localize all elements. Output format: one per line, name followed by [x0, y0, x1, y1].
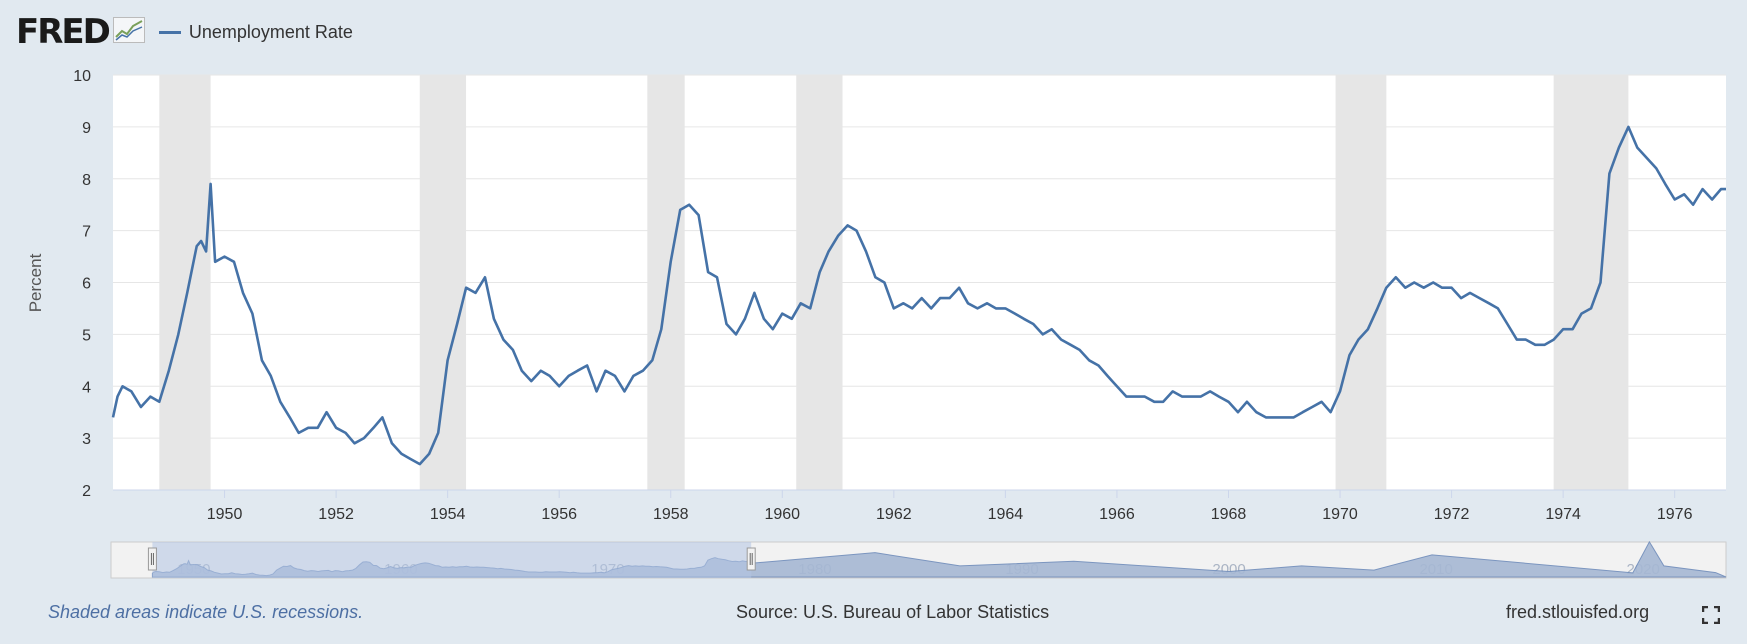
- legend-label: Unemployment Rate: [188, 21, 353, 42]
- navigator-handle-body: [746, 547, 756, 571]
- y-axis-ticks: 2 3 4 5 6 7 8 9 10: [73, 68, 91, 500]
- fred-logo[interactable]: FRED: [16, 12, 111, 52]
- y-tick-label: 9: [82, 120, 91, 137]
- series-line-unemployment-rate[interactable]: [111, 125, 1726, 466]
- x-tick-label: 1954: [430, 506, 466, 523]
- y-tick-label: 5: [82, 327, 91, 344]
- x-tick-label: 1966: [1099, 506, 1135, 523]
- x-tick-label: 1976: [1657, 506, 1693, 523]
- y-tick-label: 7: [82, 224, 91, 241]
- legend[interactable]: Unemployment Rate: [158, 21, 353, 43]
- y-tick-label: 10: [73, 68, 91, 85]
- recession-note: Shaded areas indicate U.S. recessions.: [48, 602, 364, 622]
- legend-swatch: [158, 30, 181, 34]
- source-label: Source: U.S. Bureau of Labor Statistics: [736, 602, 1050, 622]
- x-tick-label: 1970: [1322, 506, 1358, 523]
- x-axis-ticks: 1950 1952 1954 1956 1958 1960 1962 1964 1966 1968…: [207, 490, 1693, 523]
- x-tick-label: 1968: [1211, 506, 1247, 523]
- y-tick-label: 8: [82, 172, 91, 189]
- navigator-handle[interactable]: [746, 547, 756, 571]
- gridlines: [113, 74, 1726, 491]
- navigator[interactable]: 19501960197019801990200020102020: [110, 540, 1727, 579]
- x-tick-label: 1974: [1545, 506, 1581, 523]
- rising-chart-icon: [112, 16, 145, 48]
- navigator-selection: [152, 542, 752, 578]
- x-tick-label: 1950: [207, 506, 243, 523]
- x-tick-label: 1956: [541, 506, 577, 523]
- y-tick-label: 4: [82, 379, 91, 396]
- site-link[interactable]: fred.stlouisfed.org: [1506, 602, 1650, 622]
- x-tick-label: 1960: [764, 506, 800, 523]
- x-tick-label: 1962: [876, 506, 912, 523]
- chart-header: FRED Unemployment Rate: [16, 14, 353, 50]
- navigator-handle[interactable]: [147, 547, 157, 571]
- y-tick-label: 3: [82, 431, 91, 448]
- x-tick-label: 1952: [318, 506, 354, 523]
- y-axis-label: Percent: [26, 253, 45, 312]
- x-tick-label: 1964: [988, 506, 1024, 523]
- x-tick-label: 1972: [1434, 506, 1470, 523]
- fullscreen-icon[interactable]: [1701, 605, 1721, 625]
- y-tick-label: 6: [82, 276, 91, 293]
- x-tick-label: 1958: [653, 506, 689, 523]
- y-tick-label: 2: [82, 483, 91, 500]
- navigator-handle-body: [147, 547, 157, 571]
